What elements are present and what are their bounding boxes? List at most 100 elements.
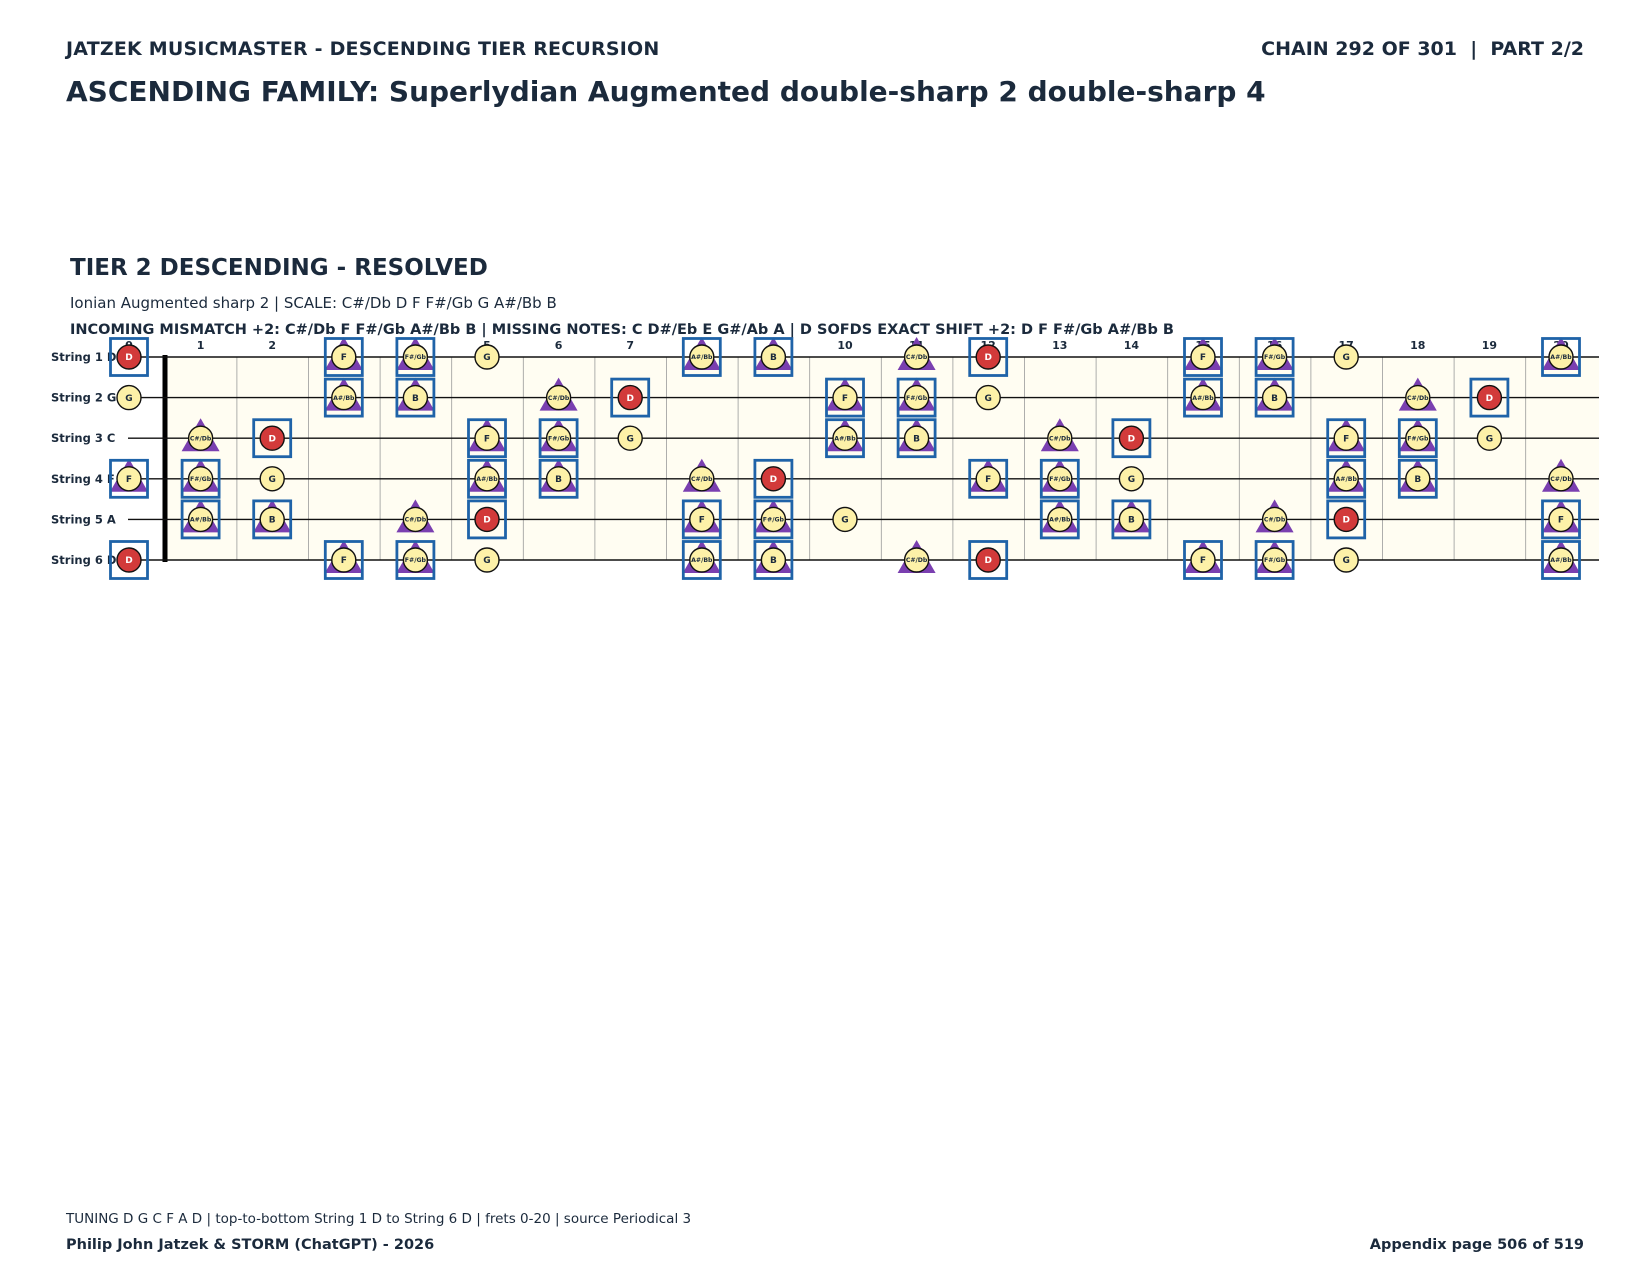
- note-label: A#/Bb: [1550, 354, 1572, 361]
- note-label: F: [842, 394, 848, 404]
- note-dot: [1047, 506, 1073, 533]
- note-box-marker: [896, 418, 937, 459]
- note-dot: [187, 425, 214, 451]
- fretboard-diagram: 01234567891011121314151617181920String 1…: [51, 337, 1599, 580]
- fret-number: 19: [1482, 339, 1497, 352]
- note-dot: [689, 466, 715, 492]
- page-number: Appendix page 506 of 519: [1369, 1237, 1584, 1253]
- root-note-dot: [474, 506, 500, 533]
- note-label: F: [126, 475, 132, 485]
- note-label: B: [913, 434, 920, 444]
- note-box-marker: [1254, 540, 1295, 580]
- note-label: B: [1414, 475, 1421, 485]
- note-label: A#/Bb: [476, 476, 498, 483]
- note-dot: [1190, 344, 1216, 370]
- note-box-marker: [180, 458, 221, 499]
- note-dot: [1190, 547, 1216, 573]
- mismatch-line: INCOMING MISMATCH +2: C#/Db F F#/Gb A#/B…: [70, 322, 1174, 338]
- note-dot: [1476, 425, 1503, 451]
- note-label: D: [1128, 434, 1135, 444]
- note-label: B: [555, 475, 562, 485]
- root-note-dot: [116, 344, 142, 370]
- root-note-dot: [1333, 506, 1359, 533]
- note-box-marker: [538, 418, 579, 459]
- note-label: C#/Db: [1264, 517, 1286, 524]
- note-dot: [832, 384, 858, 411]
- note-box-marker: [109, 337, 149, 377]
- note-label: B: [269, 516, 276, 526]
- note-box-marker: [968, 540, 1009, 580]
- string-label: String 1 D: [51, 350, 116, 364]
- note-label: F#/Gb: [405, 354, 427, 361]
- note-dot: [1405, 425, 1431, 451]
- note-dot: [187, 506, 214, 533]
- fret-number: 2: [268, 339, 276, 352]
- note-dot: [1333, 466, 1359, 492]
- note-dot: [1405, 384, 1431, 411]
- fret-number: 10: [837, 339, 853, 352]
- note-label: A#/Bb: [1049, 517, 1071, 524]
- tier-heading: TIER 2 DESCENDING - RESOLVED: [70, 255, 488, 281]
- note-dot: [259, 466, 285, 492]
- note-box-marker: [753, 499, 794, 540]
- note-dot: [116, 384, 142, 411]
- note-box-marker: [1326, 499, 1367, 540]
- note-box-marker: [1541, 540, 1581, 580]
- note-dot: [689, 344, 715, 370]
- note-label: C#/Db: [1407, 395, 1429, 402]
- note-label: F: [1343, 434, 1349, 444]
- note-label: G: [1486, 434, 1493, 444]
- note-label: C#/Db: [1550, 476, 1572, 483]
- note-dot: [474, 425, 500, 451]
- note-dot: [903, 384, 930, 411]
- note-label: D: [1342, 516, 1349, 526]
- note-dot: [1261, 384, 1288, 411]
- note-label: G: [269, 475, 276, 485]
- note-box-marker: [968, 337, 1009, 377]
- note-dot: [545, 425, 572, 451]
- note-box-marker: [180, 499, 221, 540]
- note-label: F#/Gb: [405, 557, 427, 564]
- note-dot: [760, 547, 787, 573]
- note-dot: [760, 344, 787, 370]
- note-label: D: [626, 394, 633, 404]
- note-dot: [903, 547, 930, 573]
- scale-line: Ionian Augmented sharp 2 | SCALE: C#/Db …: [70, 294, 557, 312]
- note-label: A#/Bb: [1550, 557, 1572, 564]
- note-dot: [1548, 547, 1574, 573]
- fret-number: 7: [626, 339, 634, 352]
- note-label: D: [268, 434, 275, 444]
- note-dot: [760, 506, 787, 533]
- chain-info: CHAIN 292 OF 301 | PART 2/2: [1261, 38, 1584, 60]
- note-box-marker: [825, 418, 865, 459]
- note-label: G: [483, 353, 490, 363]
- note-box-marker: [1326, 418, 1367, 459]
- note-label: A#/Bb: [834, 435, 856, 442]
- note-box-marker: [1039, 499, 1080, 540]
- note-box-marker: [1326, 458, 1367, 499]
- note-dot: [474, 547, 500, 573]
- note-dot: [832, 506, 858, 533]
- note-dot: [545, 466, 572, 492]
- note-label: C#/Db: [691, 476, 713, 483]
- credit-line: Philip John Jatzek & STORM (ChatGPT) - 2…: [66, 1237, 435, 1253]
- note-label: G: [627, 434, 634, 444]
- note-dot: [1333, 344, 1359, 370]
- note-dot: [402, 506, 429, 533]
- note-label: D: [1486, 394, 1493, 404]
- note-box-marker: [395, 540, 436, 580]
- note-box-marker: [1254, 377, 1295, 418]
- root-note-dot: [259, 425, 285, 451]
- note-dot: [402, 344, 429, 370]
- note-label: C#/Db: [1049, 435, 1071, 442]
- note-dot: [903, 425, 930, 451]
- note-box-marker: [1111, 418, 1152, 459]
- note-box-marker: [1183, 377, 1223, 418]
- note-box-marker: [252, 418, 293, 459]
- note-label: A#/Bb: [333, 395, 355, 402]
- note-box-marker: [825, 377, 865, 418]
- note-dot: [116, 466, 142, 492]
- root-note-dot: [975, 344, 1001, 370]
- note-box-marker: [252, 499, 293, 540]
- note-dot: [1548, 506, 1574, 533]
